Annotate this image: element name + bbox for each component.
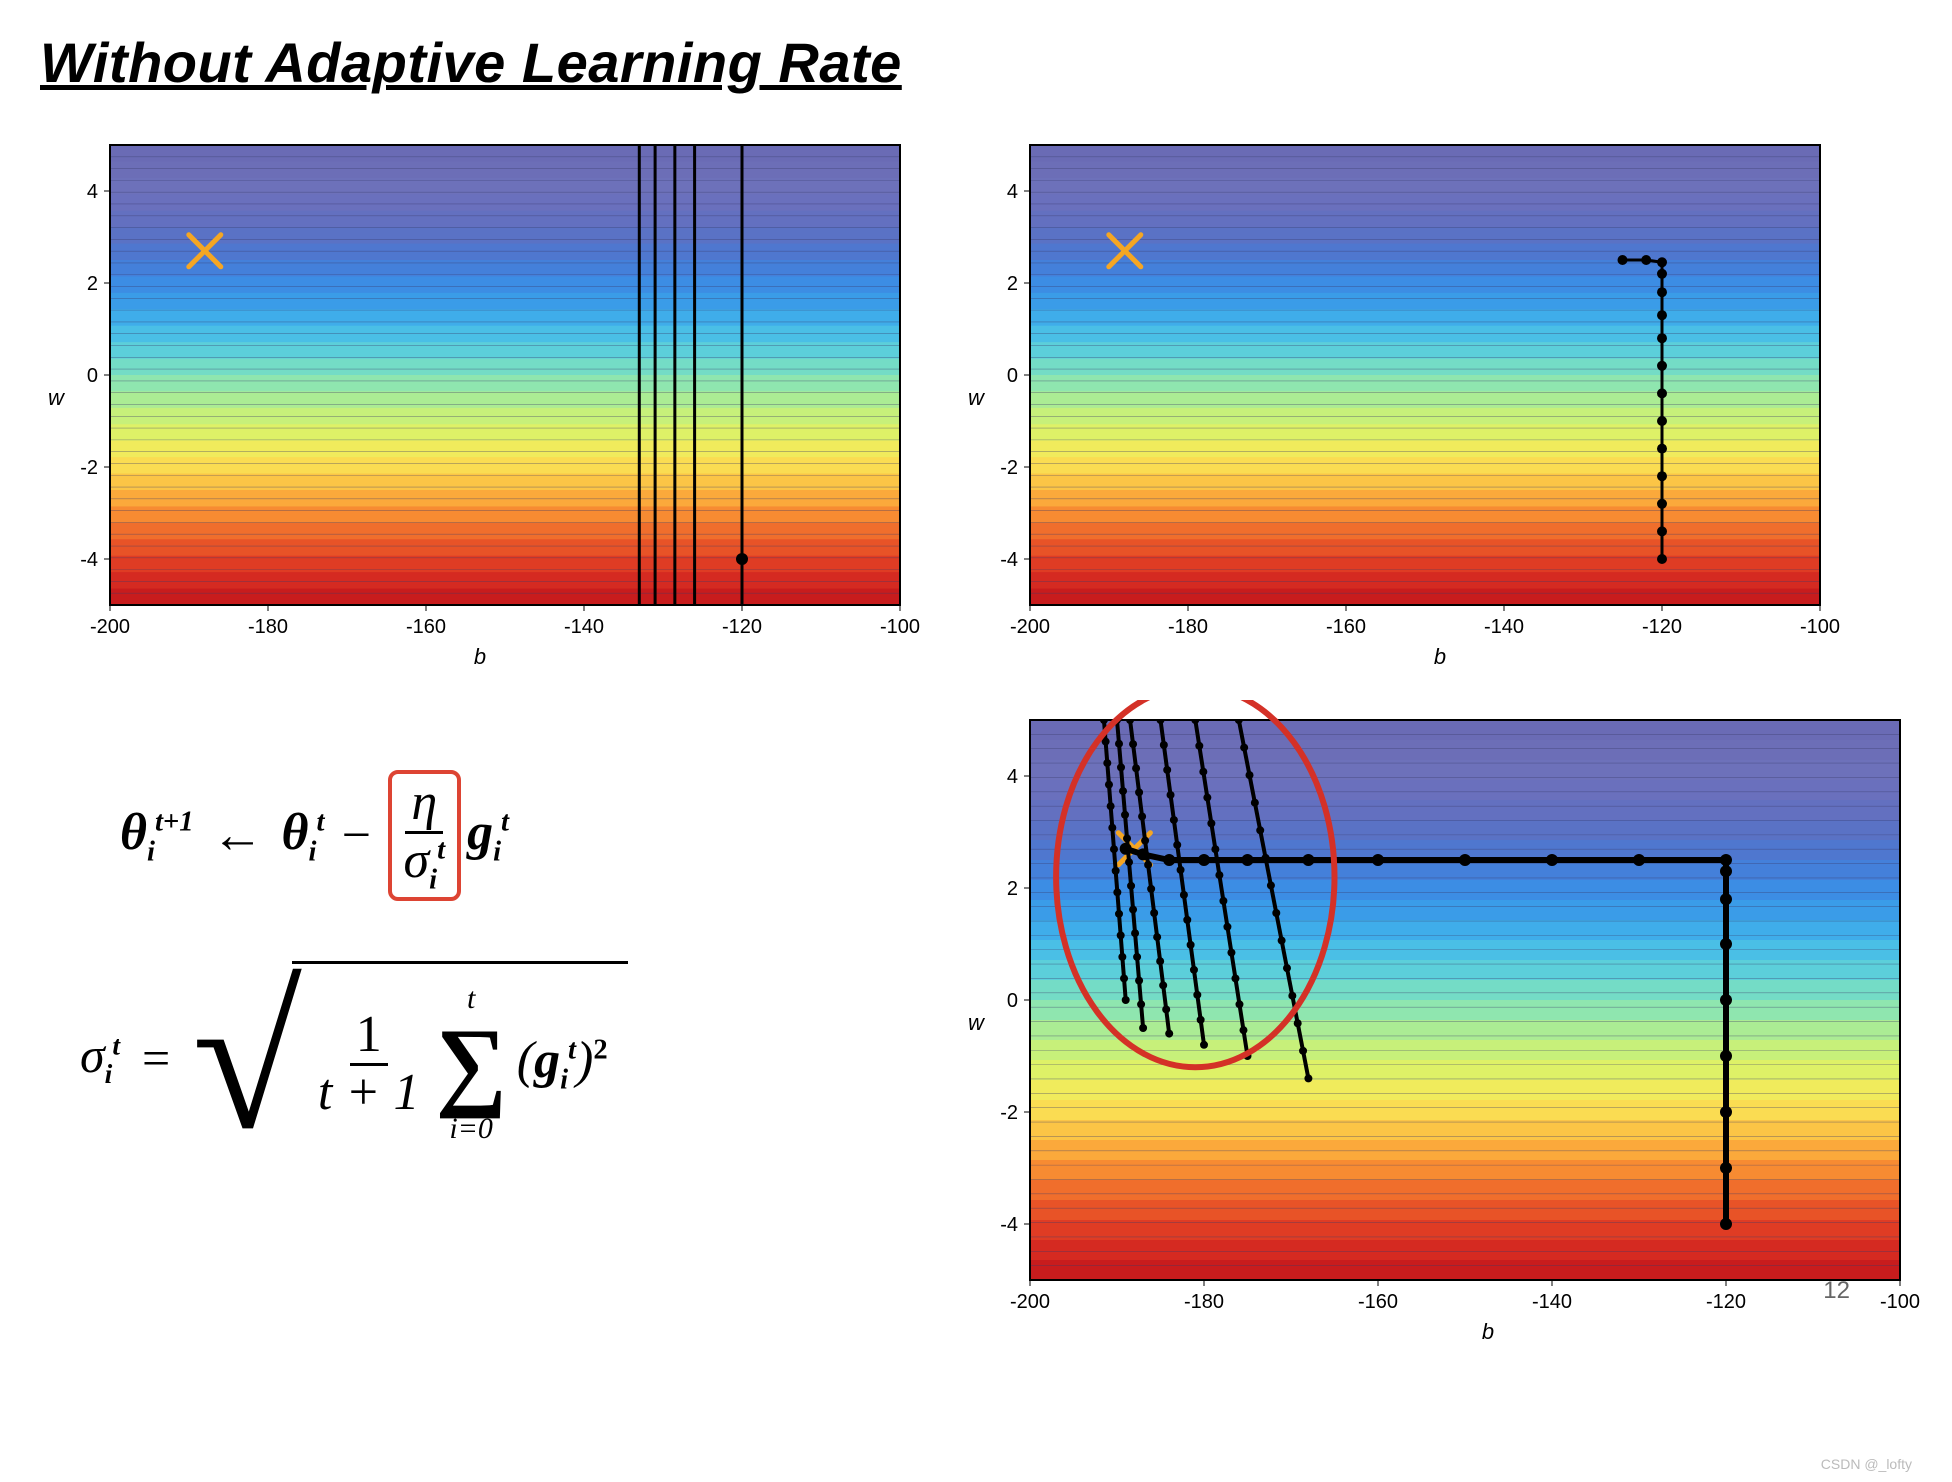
svg-text:2: 2 xyxy=(87,273,98,295)
page-title: Without Adaptive Learning Rate xyxy=(40,30,1912,95)
ylabel-1: w xyxy=(48,385,64,411)
svg-text:4: 4 xyxy=(87,181,98,203)
svg-text:-120: -120 xyxy=(722,616,762,638)
svg-text:-200: -200 xyxy=(1010,1291,1050,1313)
chart-grid: -200-180-160-140-120-100-4-2024 w b -200… xyxy=(40,125,1912,1345)
svg-text:-100: -100 xyxy=(1800,616,1840,638)
svg-text:-4: -4 xyxy=(1000,549,1018,571)
ylabel-3: w xyxy=(968,1010,984,1036)
chart-topright: -200 -180 -160 -140 -120 -100 -4 -2 0 2 4 w b xyxy=(960,125,1920,670)
equation-sigma-def: σit = √ 1 t + 1 t ∑ i=0 (git)2 xyxy=(80,961,900,1154)
svg-text:-4: -4 xyxy=(80,549,98,571)
svg-text:-2: -2 xyxy=(1000,1102,1018,1124)
svg-text:-160: -160 xyxy=(406,616,446,638)
xlabel-1: b xyxy=(474,644,486,670)
svg-text:4: 4 xyxy=(1007,181,1018,203)
svg-text:0: 0 xyxy=(1007,365,1018,387)
svg-text:-160: -160 xyxy=(1358,1291,1398,1313)
svg-text:-2: -2 xyxy=(80,457,98,479)
svg-text:-120: -120 xyxy=(1642,616,1682,638)
svg-text:-2: -2 xyxy=(1000,457,1018,479)
ylabel-2: w xyxy=(968,385,984,411)
formula-panel: θit+1 ← θit − η σit git σit = √ 1 t + 1 xyxy=(40,700,920,1345)
svg-text:-180: -180 xyxy=(248,616,288,638)
svg-text:-140: -140 xyxy=(564,616,604,638)
svg-text:2: 2 xyxy=(1007,878,1018,900)
xlabel-3: b xyxy=(1482,1319,1494,1345)
svg-text:4: 4 xyxy=(1007,766,1018,788)
svg-text:-200: -200 xyxy=(90,616,130,638)
svg-text:-160: -160 xyxy=(1326,616,1366,638)
chart-topleft: -200 -180 -160 -140 -120 -100 -4 -2 0 2 4 w b xyxy=(40,125,920,670)
svg-text:-100: -100 xyxy=(880,616,920,638)
svg-text:-180: -180 xyxy=(1168,616,1208,638)
watermark: CSDN @_lofty xyxy=(1821,1456,1912,1472)
svg-text:0: 0 xyxy=(87,365,98,387)
xlabel-2: b xyxy=(1434,644,1446,670)
page-number: 12 xyxy=(1823,1277,1850,1305)
svg-text:-140: -140 xyxy=(1532,1291,1572,1313)
svg-text:0: 0 xyxy=(1007,990,1018,1012)
boxed-lr-term: η σit xyxy=(388,770,462,901)
svg-text:-140: -140 xyxy=(1484,616,1524,638)
svg-text:-200: -200 xyxy=(1010,616,1050,638)
chart-bottomright: -200 -180 -160 -140 -120 -100 -4 -2 0 2 4 w b 12 xyxy=(960,700,1920,1345)
svg-text:-4: -4 xyxy=(1000,1214,1018,1236)
svg-text:-120: -120 xyxy=(1706,1291,1746,1313)
equation-update-rule: θit+1 ← θit − η σit git xyxy=(120,770,900,901)
svg-text:2: 2 xyxy=(1007,273,1018,295)
svg-text:-100: -100 xyxy=(1880,1291,1920,1313)
svg-text:-180: -180 xyxy=(1184,1291,1224,1313)
